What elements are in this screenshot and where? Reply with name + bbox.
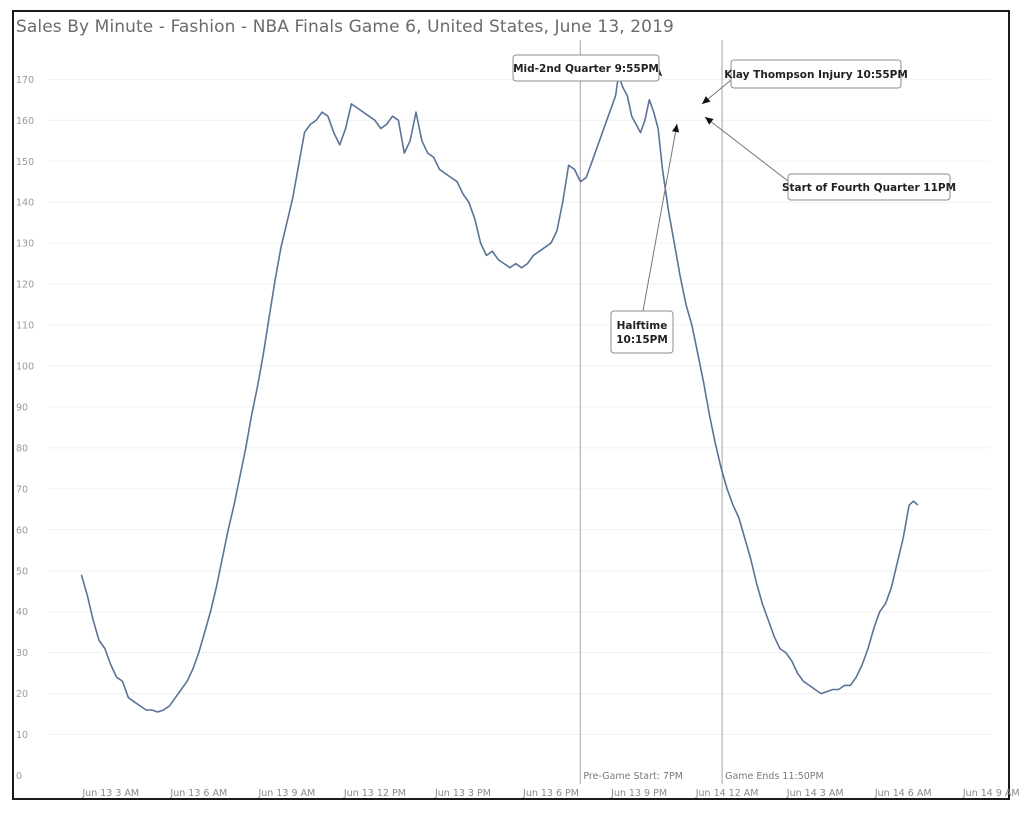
y-tick-label: 100: [16, 362, 34, 373]
series-layer: [80, 74, 919, 713]
arrowhead-icon: [672, 124, 680, 133]
arrowhead-icon: [705, 117, 714, 125]
annotation-text: Halftime: [617, 320, 668, 332]
annotations: Mid-2nd Quarter 9:55PM Klay Thompson Inju…: [512, 54, 956, 354]
y-tick-label: 170: [16, 75, 34, 86]
x-tick-label: Jun 13 3 AM: [81, 788, 139, 799]
annotation-text: 10:15PM: [616, 334, 668, 346]
x-tick-label: Jun 13 3 PM: [434, 788, 491, 799]
y-tick-label: 90: [16, 402, 28, 413]
y-tick-label: 70: [16, 484, 28, 495]
x-tick-label: Jun 14 12 AM: [695, 788, 759, 799]
annotation-box: [610, 310, 674, 354]
y-tick-label: 80: [16, 443, 28, 454]
annotation-box: [730, 59, 902, 89]
x-tick-label: Jun 13 9 AM: [257, 788, 315, 799]
y-tick-label: 50: [16, 566, 28, 577]
y-tick-label: 120: [16, 280, 34, 291]
y-axis: 0 10 20 30 40 50 60 70 80 90 100 110 120 130 140 150 160…: [16, 75, 34, 782]
annotation-callout: Mid-2nd Quarter 9:55PM: [512, 54, 663, 82]
annotation-arrow: [704, 116, 789, 182]
annotation-text: Mid-2nd Quarter 9:55PM: [513, 63, 659, 75]
reference-line-label: Pre-Game Start: 7PM: [583, 771, 683, 782]
y-tick-label: 130: [16, 239, 34, 250]
y-tick-label: 20: [16, 689, 28, 700]
y-tick-label: 150: [16, 157, 34, 168]
annotation-callout: Start of Fourth Quarter 11PM: [704, 116, 956, 201]
sales-series-line: [80, 74, 919, 713]
x-tick-label: Jun 13 6 PM: [522, 788, 579, 799]
chart-frame: [12, 10, 1010, 800]
annotation-text: Klay Thompson Injury 10:55PM: [724, 69, 908, 81]
x-tick-label: Jun 14 9 AM: [962, 788, 1020, 799]
y-tick-label: 60: [16, 525, 28, 536]
reference-lines: Pre-Game Start: 7PM Game Ends 11:50PM: [579, 40, 824, 784]
x-tick-label: Jun 13 9 PM: [610, 788, 667, 799]
annotation-box: [512, 54, 660, 82]
y-tick-label: 160: [16, 116, 34, 127]
annotation-box: [787, 173, 951, 201]
y-tick-label: 40: [16, 607, 28, 618]
annotation-text: Start of Fourth Quarter 11PM: [782, 182, 956, 194]
x-tick-label: Jun 13 12 PM: [343, 788, 406, 799]
arrowhead-icon: [702, 96, 711, 104]
annotation-callout: Halftime 10:15PM: [610, 123, 680, 354]
annotation-arrow: [642, 123, 678, 312]
y-tick-label: 0: [16, 771, 22, 782]
x-tick-label: Jun 13 6 AM: [169, 788, 227, 799]
x-axis: Jun 13 3 AM Jun 13 6 AM Jun 13 9 AM Jun 13 …: [81, 788, 1019, 799]
x-tick-label: Jun 14 3 AM: [786, 788, 844, 799]
y-tick-label: 140: [16, 198, 34, 209]
annotation-callout: Klay Thompson Injury 10:55PM: [701, 59, 908, 105]
y-tick-label: 10: [16, 730, 28, 741]
reference-line-label: Game Ends 11:50PM: [725, 771, 824, 782]
x-tick-label: Jun 14 6 AM: [874, 788, 932, 799]
y-tick-label: 110: [16, 321, 34, 332]
chart-title: Sales By Minute - Fashion - NBA Finals G…: [16, 17, 674, 37]
y-tick-label: 30: [16, 648, 28, 659]
